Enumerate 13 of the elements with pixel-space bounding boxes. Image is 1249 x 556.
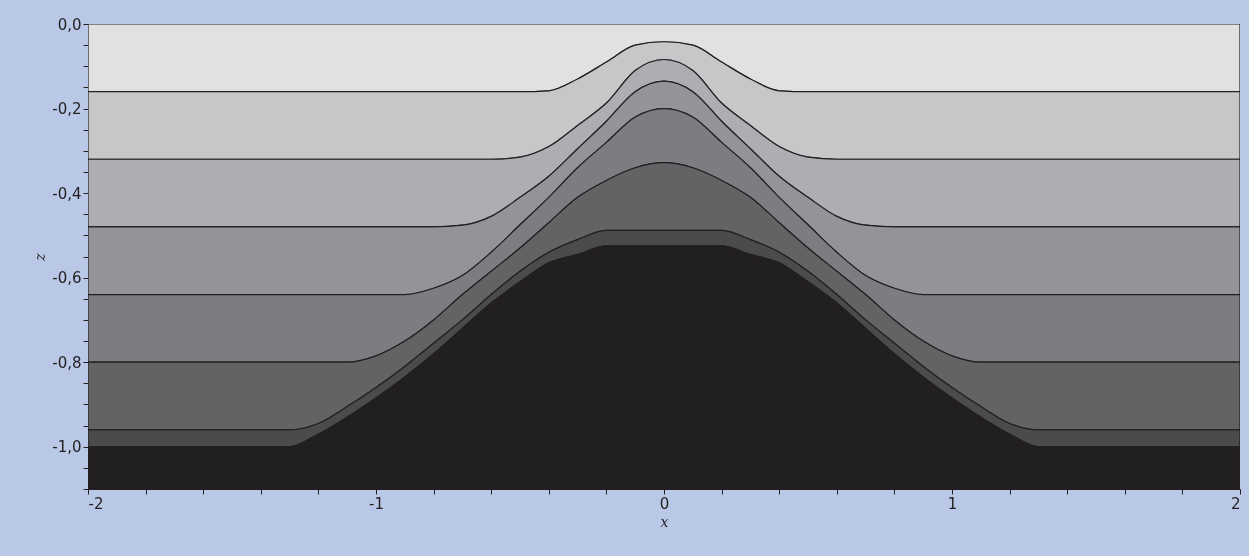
y-axis-title: z	[32, 252, 49, 262]
y-tick-label: -0,4	[52, 184, 82, 203]
x-tick-label: -1	[369, 494, 384, 513]
x-tick-label: 2	[1230, 494, 1241, 513]
y-tick-label: -0,8	[52, 353, 82, 372]
x-axis-title: x	[660, 513, 669, 530]
y-tick-label: -0,6	[52, 269, 82, 288]
y-tick-label: -0,2	[52, 100, 82, 119]
x-tick-label: -2	[88, 494, 104, 513]
x-tick-label: 0	[659, 494, 670, 513]
x-tick-label: 1	[947, 494, 958, 513]
y-tick-label: -1,0	[52, 438, 82, 457]
y-tick-label: 0,0	[57, 15, 82, 34]
